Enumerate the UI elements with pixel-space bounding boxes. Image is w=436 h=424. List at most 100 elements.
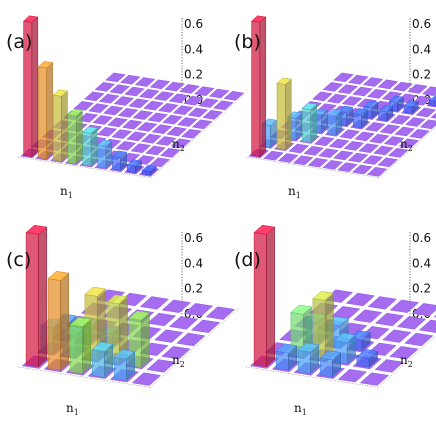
bar [52, 89, 68, 162]
floor-tile [348, 74, 369, 85]
floor-tile [141, 133, 162, 144]
floor-tile [149, 79, 170, 90]
floor-tile [363, 77, 384, 87]
floor-tile [303, 146, 324, 156]
floor-tile [206, 306, 235, 320]
floor-tile [161, 346, 191, 360]
floor-tile [130, 143, 151, 153]
bar [352, 108, 368, 129]
floor-tile [353, 309, 382, 323]
floor-tile [339, 129, 360, 139]
floor-tile [384, 136, 405, 146]
floor-tile [389, 346, 419, 360]
z-tick-label: 0.6 [412, 231, 431, 245]
panel-label: (c) [6, 249, 31, 271]
floor-tile [147, 312, 176, 327]
z-tick-label: 0.2 [184, 282, 203, 296]
floor-tile [187, 107, 208, 118]
floor-tile [151, 124, 172, 134]
floor-tile [394, 126, 415, 137]
y-axis-title: n2 [400, 137, 413, 153]
z-tick-label: 0.2 [412, 282, 431, 296]
floor-tile [126, 131, 147, 142]
bars [253, 224, 379, 378]
floor-tile [312, 91, 333, 102]
bar [378, 105, 394, 122]
floor-tile [412, 303, 436, 317]
bars [251, 15, 436, 158]
bar [69, 317, 92, 375]
floor-tile [154, 329, 184, 343]
bar [67, 109, 83, 165]
z-tick-label: 0.4 [184, 256, 203, 270]
floor-tile [149, 157, 170, 168]
floor-tile [377, 157, 398, 168]
floor-tile [392, 81, 413, 92]
floor-tile [176, 332, 206, 347]
floor-tile [327, 93, 348, 104]
floor-tile [337, 162, 358, 172]
panel-label: (a) [6, 31, 32, 53]
floor-tile [362, 155, 383, 165]
bar [428, 95, 436, 107]
z-tick-label: 0.2 [412, 68, 431, 82]
bar [126, 159, 142, 174]
floor-tile [154, 91, 175, 101]
floor-tile [367, 89, 388, 99]
bar [275, 343, 298, 371]
floor-tile [390, 299, 419, 313]
floor-tile [420, 119, 436, 130]
floor-tile [115, 141, 136, 151]
floor-tile [367, 167, 388, 177]
floor-tile [132, 110, 153, 120]
floor-tile [346, 292, 375, 307]
x-axis-title: n1 [66, 401, 79, 417]
floor-tile [307, 157, 328, 168]
floor-tile [135, 77, 156, 87]
floor-tile [278, 153, 299, 163]
y-axis-title: n2 [172, 353, 185, 369]
floor-tile [198, 98, 219, 108]
floor-tile [430, 112, 436, 119]
floor-tile [124, 86, 145, 97]
bar [141, 164, 157, 176]
z-tick-label: 0.6 [184, 17, 203, 31]
floor-tile [169, 316, 198, 330]
floor-tile [382, 329, 412, 343]
floor-tile [111, 129, 132, 139]
floor-tile [179, 84, 200, 94]
floor-tile [374, 359, 404, 373]
floor-tile [352, 164, 373, 175]
bar [319, 350, 342, 378]
floor-tile [337, 84, 358, 94]
floor-tile [122, 119, 143, 130]
floor-tile [109, 84, 130, 94]
floor-tile [333, 150, 354, 161]
floor-tile [137, 122, 158, 132]
bar [113, 349, 136, 381]
floor-tile [377, 79, 398, 90]
floor-tile [156, 136, 177, 146]
floor-tile [170, 138, 191, 149]
floor-tile [365, 122, 386, 132]
floor-tile [84, 91, 105, 102]
floor-tile [118, 108, 139, 118]
bar [91, 341, 114, 378]
panel-label: (d) [234, 249, 261, 271]
bar [37, 61, 54, 160]
floor-tile [398, 138, 419, 149]
floor-tile [341, 96, 362, 106]
bar [82, 126, 98, 167]
floor-tile [407, 84, 428, 94]
floor-tile [139, 89, 160, 99]
floor-tile [181, 129, 202, 139]
x-axis-title: n1 [288, 184, 301, 200]
floor-tile [166, 126, 187, 137]
floor-tile [177, 117, 198, 127]
floor-tile [164, 81, 185, 92]
floor-tile [263, 150, 284, 161]
floor-tile [213, 100, 234, 111]
floor-tile [223, 91, 244, 101]
